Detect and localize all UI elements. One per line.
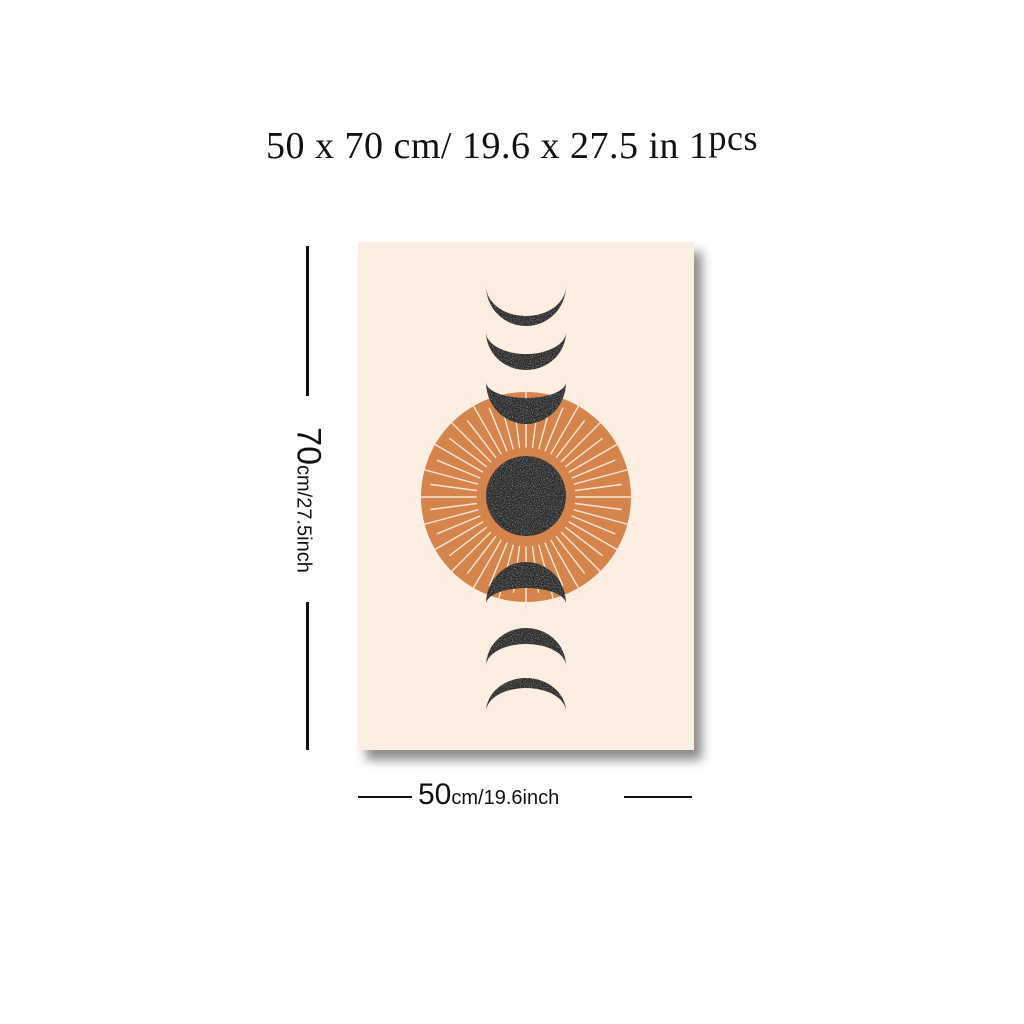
sun-ray: [555, 536, 586, 574]
sun-ray: [488, 542, 508, 587]
poster: [358, 242, 694, 750]
sun-ray: [550, 539, 583, 595]
sun-ray: [469, 399, 502, 455]
height-line-bottom: [306, 602, 309, 750]
sun-ray: [574, 483, 622, 492]
width-line-right: [624, 796, 692, 798]
sun-ray: [466, 420, 497, 459]
sun-ray: [560, 531, 606, 577]
sun-ray: [574, 502, 622, 511]
sun-ray: [573, 467, 635, 485]
moon-texture: [486, 286, 566, 712]
sun-ray: [430, 502, 478, 511]
size-title-main: 50 x 70 cm/ 19.6 x 27.5 in 1: [265, 125, 709, 167]
poster-artwork: [358, 242, 694, 750]
sun-ray: [446, 531, 492, 577]
sun-ray: [571, 515, 616, 535]
size-title: 50 x 70 cm/ 19.6 x 27.5 in 1pcs: [0, 118, 1024, 168]
sun-ray: [449, 526, 488, 557]
height-line-top: [306, 246, 309, 396]
sun-ray: [555, 420, 586, 459]
sun-ray: [469, 539, 502, 595]
sun-ray: [550, 399, 583, 455]
sun-rays: [413, 384, 639, 610]
height-label: 70cm/27.5inch: [289, 427, 328, 573]
sun-ray: [488, 407, 508, 452]
size-title-pcs: pcs: [708, 118, 759, 158]
sun-ray: [436, 515, 481, 535]
sun-ray: [544, 542, 564, 587]
sun-ray: [564, 526, 603, 557]
sun-ray: [564, 437, 603, 468]
sun-ray: [568, 521, 624, 554]
sun-ray: [571, 459, 616, 479]
sun-ray: [446, 417, 492, 463]
sun-ray: [568, 440, 624, 473]
sun-ray: [417, 467, 479, 485]
width-line-left: [358, 796, 412, 798]
sun-ray: [466, 536, 497, 574]
sun-ray: [430, 483, 478, 492]
sun-ray: [436, 459, 481, 479]
sun-ray: [573, 509, 635, 527]
width-label: 50cm/19.6inch: [418, 778, 559, 812]
width-value: 50: [418, 778, 452, 811]
height-unit: cm/27.5inch: [292, 464, 315, 573]
sun-ray: [449, 437, 488, 468]
width-unit: cm/19.6inch: [451, 787, 560, 809]
sun-ray: [428, 521, 484, 554]
sun-ray: [544, 407, 564, 452]
sun-ray: [560, 417, 606, 463]
height-value: 70: [289, 427, 328, 465]
sun-ray: [417, 509, 479, 527]
sun-ray: [428, 440, 484, 473]
